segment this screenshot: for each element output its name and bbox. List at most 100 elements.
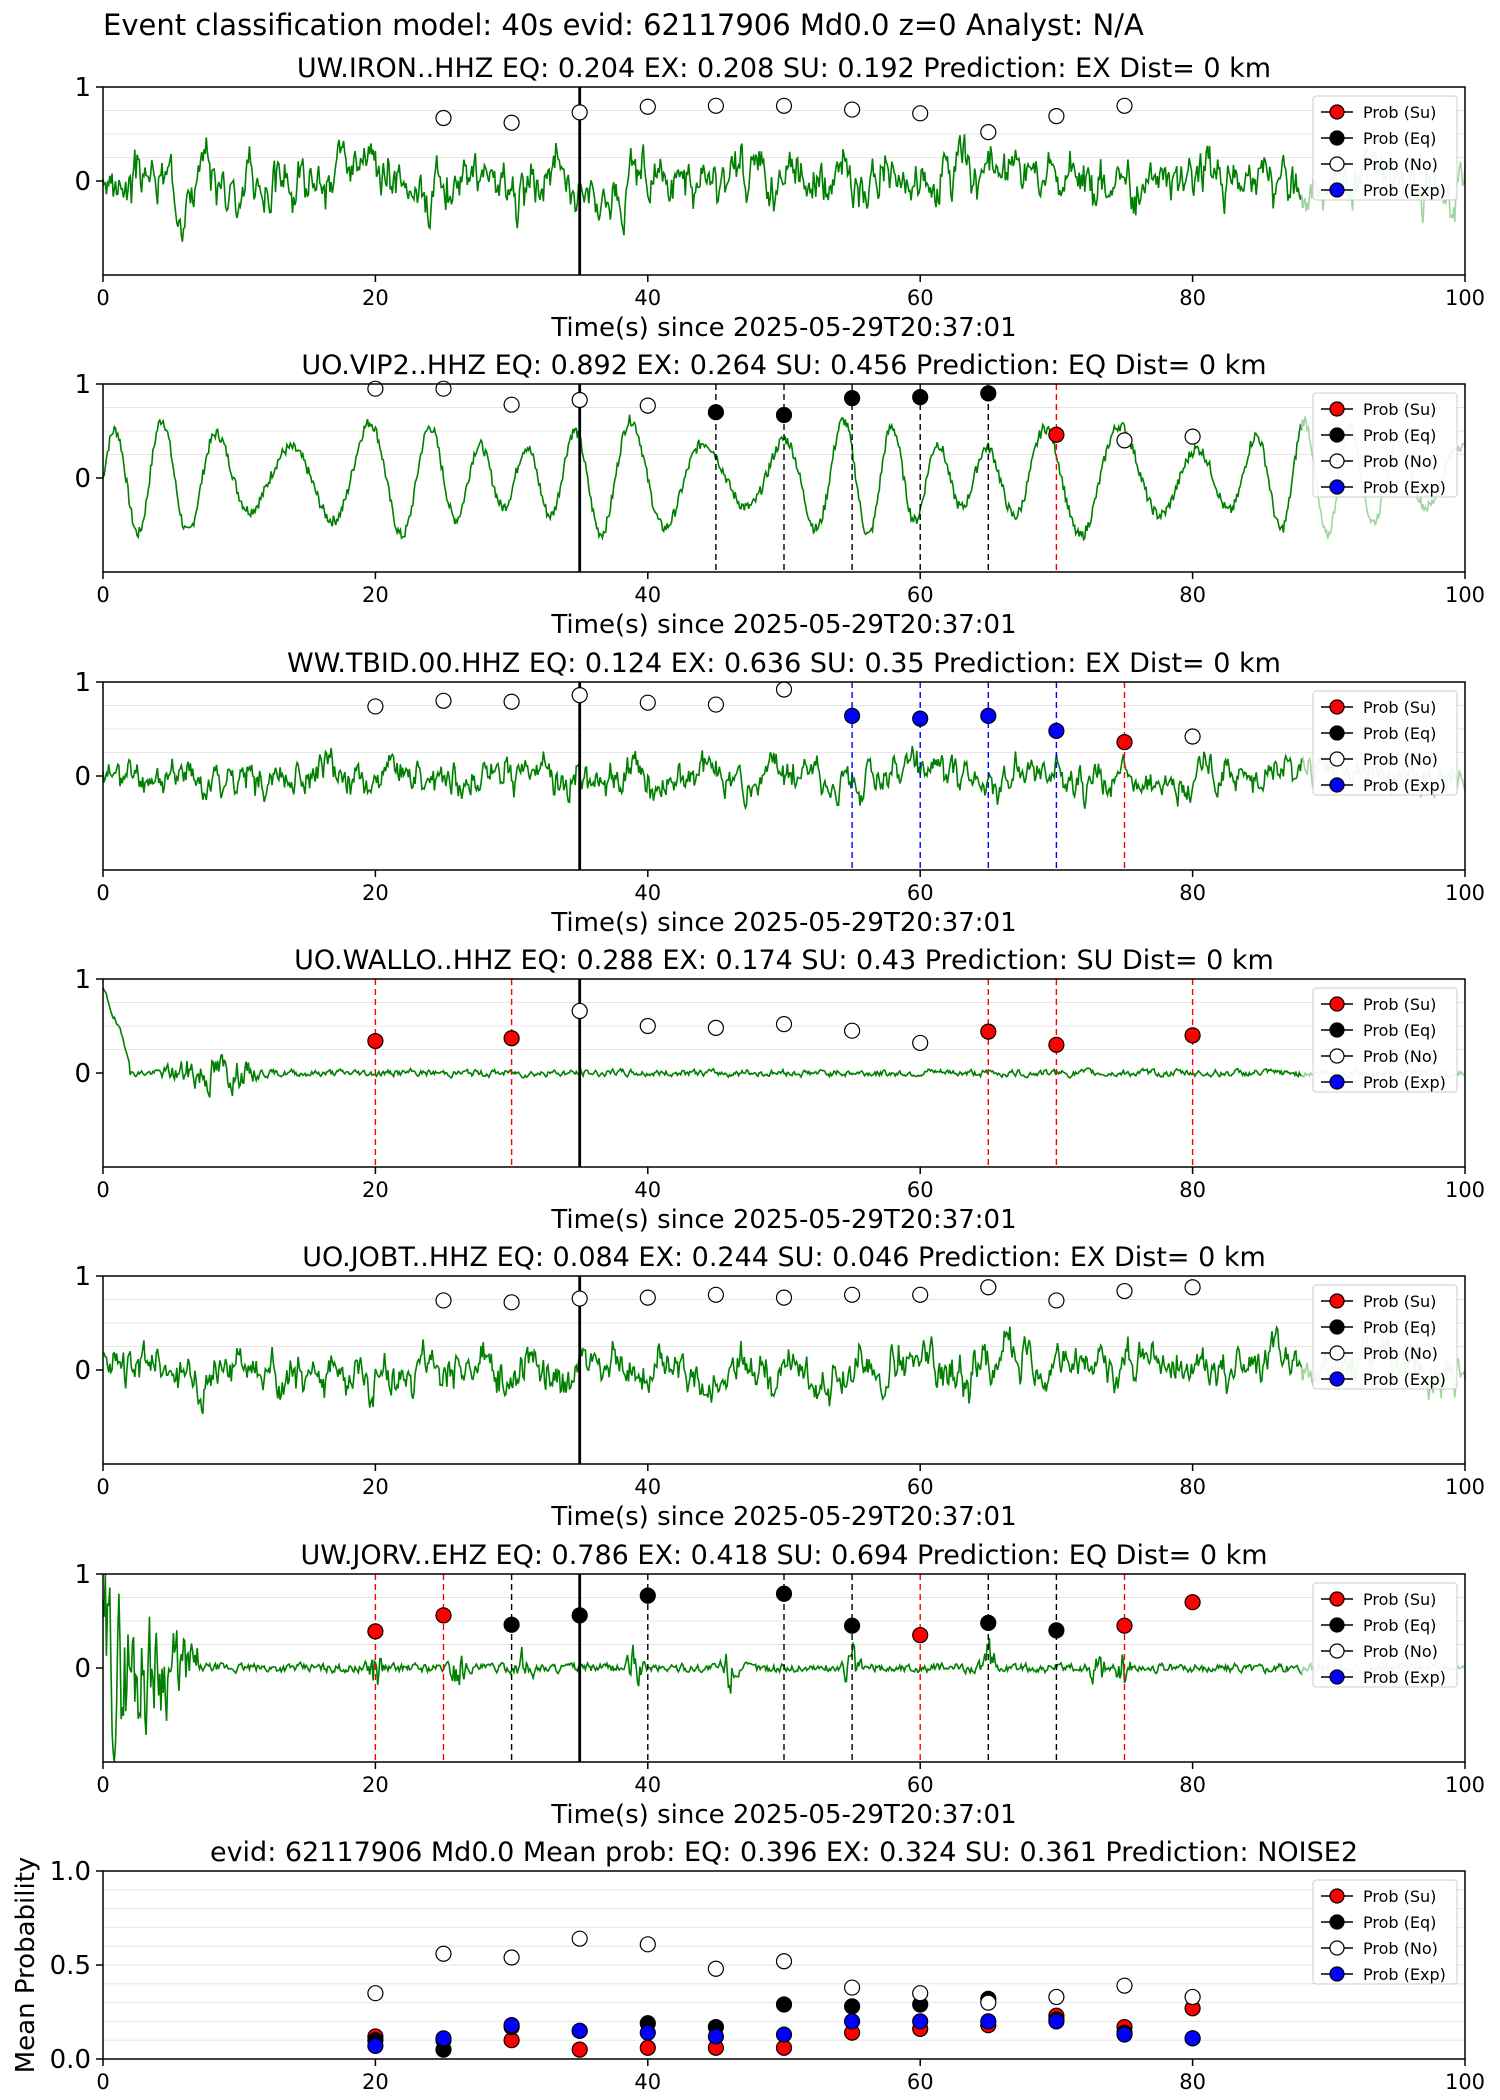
prob-point-su bbox=[1116, 1617, 1133, 1634]
x-tick-label: 80 bbox=[1179, 2070, 1206, 2094]
mean-prob-point-no bbox=[1116, 1977, 1133, 1994]
mean-prob-point-exp bbox=[843, 2013, 861, 2030]
series-no bbox=[367, 1930, 1201, 2011]
prob-point-su bbox=[1116, 734, 1133, 751]
x-tick-label: 40 bbox=[634, 1178, 661, 1202]
prob-point-eq bbox=[980, 385, 997, 402]
legend-marker-eq bbox=[1329, 130, 1345, 146]
panel-3: WW.TBID.00.HHZ EQ: 0.124 EX: 0.636 SU: 0… bbox=[74, 648, 1485, 938]
legend-label: Prob (Su) bbox=[1363, 698, 1436, 717]
x-tick-label: 20 bbox=[362, 1178, 389, 1202]
legend-label: Prob (Eq) bbox=[1363, 1021, 1436, 1040]
legend-item-eq: Prob (Eq) bbox=[1321, 1021, 1436, 1040]
y-tick-label: 1 bbox=[74, 73, 91, 103]
mean-prob-point-exp bbox=[503, 2017, 520, 2034]
legend-marker-su bbox=[1329, 996, 1345, 1012]
y-tick-label: 1 bbox=[74, 1262, 91, 1292]
legend-marker-exp bbox=[1329, 1966, 1345, 1982]
figure-suptitle: Event classification model: 40s evid: 62… bbox=[103, 8, 1144, 42]
y-tick-label: 0 bbox=[74, 167, 91, 197]
legend-label: Prob (Exp) bbox=[1363, 1073, 1446, 1092]
prob-point-su bbox=[912, 1626, 929, 1644]
legend-item-eq: Prob (Eq) bbox=[1321, 426, 1436, 445]
y-tick-label: 0 bbox=[74, 1059, 91, 1089]
legend-label: Prob (Su) bbox=[1363, 400, 1436, 419]
waveform-trace bbox=[102, 1324, 1305, 1415]
mean-prob-point-no bbox=[503, 1949, 520, 1966]
prob-point-eq bbox=[775, 1585, 793, 1602]
legend-marker-exp bbox=[1329, 182, 1345, 198]
prob-point-no bbox=[639, 694, 656, 711]
prob-point-su bbox=[435, 1607, 452, 1624]
legend-label: Prob (Exp) bbox=[1363, 776, 1446, 795]
prob-point-no bbox=[1116, 432, 1133, 449]
prob-point-exp bbox=[980, 707, 997, 724]
panel-title: UW.JORV..EHZ EQ: 0.786 EX: 0.418 SU: 0.6… bbox=[300, 1540, 1267, 1571]
x-tick-label: 40 bbox=[634, 583, 661, 607]
mean-prob-point-no bbox=[639, 1936, 656, 1953]
prob-point-no bbox=[843, 1286, 861, 1303]
legend-item-exp: Prob (Exp) bbox=[1321, 181, 1446, 200]
prob-point-exp bbox=[843, 707, 861, 724]
prob-point-no bbox=[707, 97, 725, 114]
x-tick-label: 60 bbox=[907, 286, 934, 310]
legend-box bbox=[1312, 690, 1458, 796]
legend-marker-su bbox=[1329, 104, 1345, 120]
prob-point-eq bbox=[1048, 1622, 1065, 1639]
prob-point-no bbox=[980, 1279, 997, 1296]
legend-label: Prob (Su) bbox=[1363, 1887, 1436, 1906]
legend-marker-eq bbox=[1329, 1914, 1345, 1930]
prob-point-no bbox=[571, 1290, 588, 1307]
prob-point-exp bbox=[1048, 722, 1065, 739]
mean-prob-point-eq bbox=[775, 1996, 793, 2013]
mean-prob-point-no bbox=[912, 1985, 929, 2002]
mean-prob-point-eq bbox=[843, 1998, 861, 2015]
panel-2: UO.VIP2..HHZ EQ: 0.892 EX: 0.264 SU: 0.4… bbox=[74, 350, 1485, 640]
panel-4: UO.WALLO..HHZ EQ: 0.288 EX: 0.174 SU: 0.… bbox=[74, 945, 1485, 1235]
legend-item-no: Prob (No) bbox=[1321, 750, 1438, 769]
prob-point-eq bbox=[843, 390, 861, 407]
prob-point-no bbox=[775, 1289, 793, 1306]
legend-label: Prob (Eq) bbox=[1363, 1318, 1436, 1337]
x-tick-label: 100 bbox=[1445, 1773, 1485, 1797]
prob-point-eq bbox=[571, 1607, 588, 1624]
legend-marker-no bbox=[1329, 453, 1345, 469]
prob-point-no bbox=[707, 1286, 725, 1303]
legend-item-exp: Prob (Exp) bbox=[1321, 1073, 1446, 1092]
legend-label: Prob (Su) bbox=[1363, 1292, 1436, 1311]
mean-prob-point-exp bbox=[707, 2028, 725, 2045]
prob-point-no bbox=[775, 681, 793, 698]
y-tick-label: 0.5 bbox=[50, 1951, 91, 1981]
y-tick-label: 1 bbox=[74, 370, 91, 400]
legend-item-no: Prob (No) bbox=[1321, 1642, 1438, 1661]
prob-point-no bbox=[639, 397, 656, 414]
prob-point-exp bbox=[912, 710, 929, 727]
x-tick-label: 100 bbox=[1445, 286, 1485, 310]
x-tick-label: 40 bbox=[634, 286, 661, 310]
prob-point-no bbox=[503, 1294, 520, 1311]
legend-marker-exp bbox=[1329, 1669, 1345, 1685]
legend-label: Prob (Eq) bbox=[1363, 1913, 1436, 1932]
prob-point-no bbox=[367, 698, 384, 715]
panel-title: UW.IRON..HHZ EQ: 0.204 EX: 0.208 SU: 0.1… bbox=[297, 53, 1271, 84]
x-tick-label: 0 bbox=[96, 881, 109, 905]
legend-marker-no bbox=[1329, 1643, 1345, 1659]
x-tick-label: 100 bbox=[1445, 1475, 1485, 1499]
x-tick-label: 20 bbox=[362, 1475, 389, 1499]
prob-point-no bbox=[1184, 1279, 1201, 1296]
mean-prob-point-su bbox=[571, 2041, 588, 2058]
prob-point-eq bbox=[912, 389, 929, 406]
legend-label: Prob (Eq) bbox=[1363, 1616, 1436, 1635]
panel-7: evid: 62117906 Md0.0 Mean prob: EQ: 0.39… bbox=[11, 1837, 1485, 2094]
legend-marker-eq bbox=[1329, 427, 1345, 443]
prob-point-eq bbox=[775, 406, 793, 424]
legend-label: Prob (Su) bbox=[1363, 995, 1436, 1014]
x-axis-label: Time(s) since 2025-05-29T20:37:01 bbox=[550, 610, 1016, 640]
panel-title: UO.VIP2..HHZ EQ: 0.892 EX: 0.264 SU: 0.4… bbox=[301, 350, 1266, 381]
legend-marker-eq bbox=[1329, 1319, 1345, 1335]
waveform-trace bbox=[102, 987, 1305, 1098]
prob-point-no bbox=[503, 114, 520, 131]
mean-prob-point-no bbox=[571, 1930, 588, 1947]
legend-item-su: Prob (Su) bbox=[1321, 400, 1436, 419]
x-tick-label: 20 bbox=[362, 2070, 389, 2094]
